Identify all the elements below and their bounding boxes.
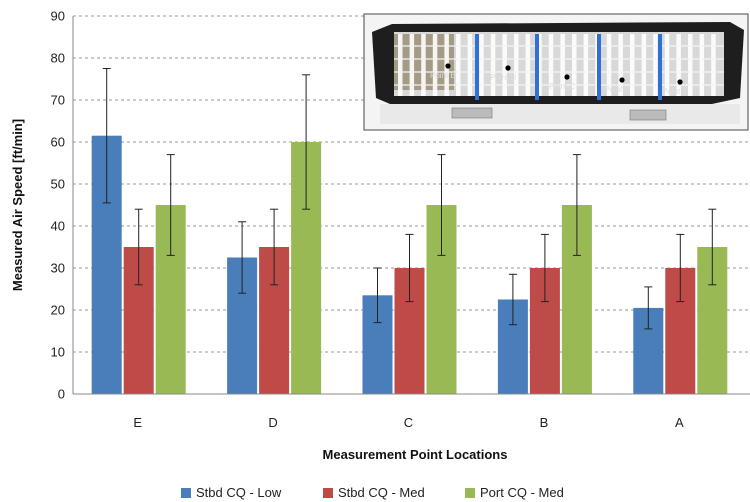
grille-slat — [618, 34, 623, 96]
y-tick-label: 50 — [51, 177, 65, 192]
y-tick-label: 40 — [51, 219, 65, 234]
photo-point-label: Point A — [662, 87, 688, 96]
grille-slat — [676, 34, 681, 96]
legend-swatch — [181, 488, 191, 498]
grille-slat — [537, 34, 542, 96]
grille-slat — [606, 34, 612, 96]
legend-label: Stbd CQ - Low — [196, 485, 282, 500]
legend-label: Stbd CQ - Med — [338, 485, 425, 500]
grille-slat — [490, 34, 496, 96]
photo-point-marker — [505, 65, 511, 71]
grille-slat — [548, 34, 554, 96]
grille-slat — [560, 34, 565, 96]
y-tick-label: 90 — [51, 9, 65, 24]
photo-point-label: Point D — [490, 73, 516, 82]
legend-label: Port CQ - Med — [480, 485, 564, 500]
grille-slat — [398, 34, 403, 96]
error-bars — [102, 68, 717, 330]
grille-slat — [479, 34, 484, 96]
y-tick-label: 10 — [51, 345, 65, 360]
y-tick-label: 70 — [51, 93, 65, 108]
inset-photo: Point E Point D Point C Point B Point A — [363, 13, 749, 131]
grille-slat — [432, 34, 438, 96]
x-tick-label: B — [540, 415, 549, 430]
photo-point-marker — [445, 63, 451, 69]
grille-slat — [456, 34, 461, 96]
legend-swatch — [323, 488, 333, 498]
grille-blue-strip — [535, 34, 539, 100]
y-tick-label: 30 — [51, 261, 65, 276]
grille-slat — [467, 34, 473, 96]
y-tick-label: 0 — [58, 387, 65, 402]
x-tick-label: C — [404, 415, 413, 430]
grille-slat — [653, 34, 658, 96]
x-tick-label: E — [133, 415, 142, 430]
photo-point-label: Point E — [430, 71, 456, 80]
legend-swatch — [465, 488, 475, 498]
photo-point-marker — [619, 77, 625, 83]
photo-point-marker — [564, 74, 570, 80]
grille-slat — [502, 34, 507, 96]
grille-slat — [583, 34, 589, 96]
grille-blue-strip — [475, 34, 479, 100]
grille-slat — [630, 34, 635, 96]
y-tick-label: 80 — [51, 51, 65, 66]
grille-slat — [525, 34, 531, 96]
photo-point-marker — [677, 79, 683, 85]
grille-blue-strip — [597, 34, 601, 100]
grille-slat — [664, 34, 670, 96]
grille-blue-strip — [658, 34, 662, 100]
grille-slat — [421, 34, 426, 96]
y-tick-label: 20 — [51, 303, 65, 318]
y-tick-labels: 0 10 20 30 40 50 60 70 80 90 — [51, 9, 65, 402]
grille-slat — [514, 34, 519, 96]
photo-point-label: Point C — [549, 82, 575, 91]
x-tick-label: D — [268, 415, 277, 430]
grille-slat — [688, 34, 693, 96]
x-tick-label: A — [675, 415, 684, 430]
grille-slat — [641, 34, 647, 96]
grille-slat — [409, 34, 415, 96]
y-tick-label: 60 — [51, 135, 65, 150]
grille-slat — [572, 34, 577, 96]
bars — [91, 135, 728, 394]
x-axis-title: Measurement Point Locations — [323, 447, 508, 462]
grille-slat — [711, 34, 716, 96]
grille-slat — [699, 34, 705, 96]
legend: Stbd CQ - Low Stbd CQ - Med Port CQ - Med — [181, 485, 564, 500]
y-axis-title: Measured Air Speed [ft/min] — [10, 119, 25, 291]
photo-point-label: Point B — [604, 85, 630, 94]
